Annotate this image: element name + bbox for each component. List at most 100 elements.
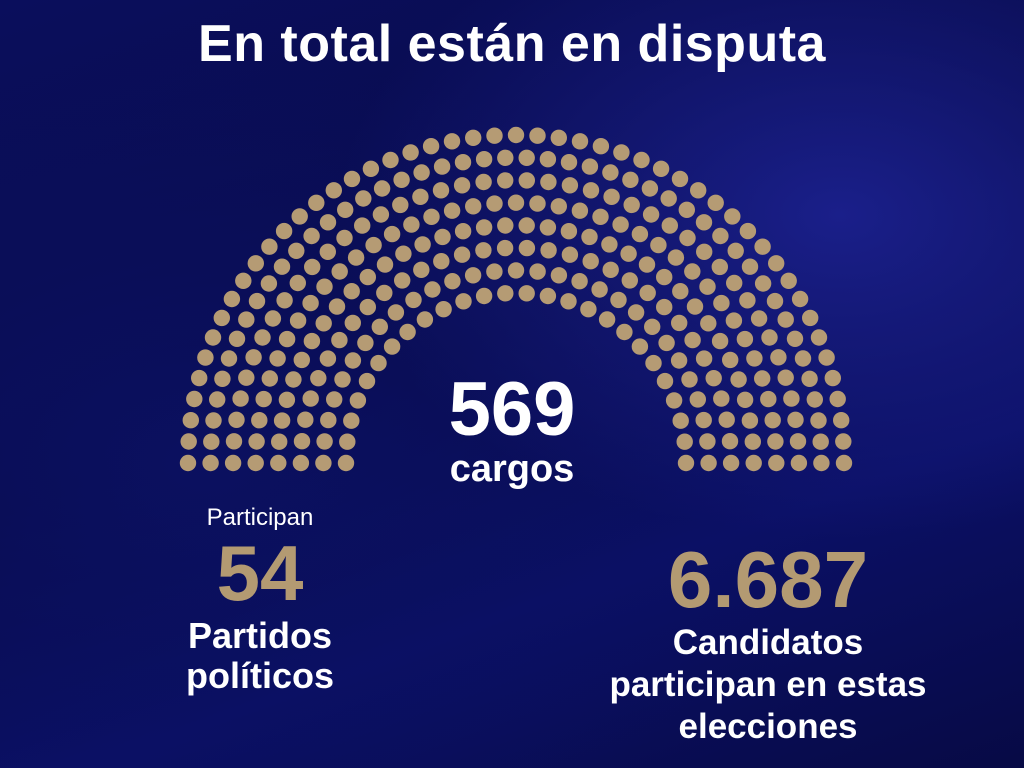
seat-dot	[355, 190, 372, 207]
seat-dot	[726, 274, 743, 292]
seat-dot	[787, 411, 804, 428]
seat-dot	[529, 195, 546, 212]
seat-dot	[700, 454, 717, 472]
seat-dot	[423, 208, 440, 225]
seat-dot	[627, 304, 645, 321]
seat-dot	[529, 127, 546, 144]
seat-dot	[182, 412, 199, 429]
seat-dot	[475, 151, 493, 168]
seat-dot	[202, 454, 219, 472]
seat-dot	[387, 304, 405, 321]
seat-dot	[395, 245, 412, 262]
seat-dot	[269, 350, 286, 367]
seat-dot	[316, 433, 333, 450]
seat-dot	[835, 433, 852, 450]
seat-dot	[373, 180, 391, 197]
seat-dot	[497, 172, 514, 189]
seat-dot	[304, 258, 321, 276]
seat-dot	[180, 433, 197, 450]
seat-dot	[334, 371, 351, 388]
seat-dot	[672, 412, 689, 429]
seat-dot	[278, 391, 296, 408]
seat-dot	[278, 330, 296, 348]
seat-dot	[496, 239, 514, 257]
seat-dot	[424, 281, 441, 298]
parties-label-line-2: políticos	[185, 655, 334, 697]
seat-dot	[833, 412, 850, 429]
seat-dot	[598, 311, 616, 328]
seat-dot	[550, 129, 567, 146]
seat-dot	[370, 354, 387, 372]
seat-dot	[376, 284, 393, 302]
seat-dot	[603, 188, 620, 205]
seat-dot	[677, 454, 695, 472]
seat-dot	[444, 273, 461, 290]
seat-dot	[228, 411, 245, 428]
seat-dot	[260, 275, 278, 292]
seat-dot	[405, 291, 422, 309]
seat-dot	[191, 369, 208, 387]
seat-dot	[777, 311, 794, 328]
seat-dot	[829, 390, 846, 408]
seat-dot	[289, 312, 307, 329]
seat-dot	[652, 160, 670, 177]
seat-dot	[255, 390, 272, 408]
seat-dot	[399, 323, 416, 341]
seat-dot	[288, 242, 305, 259]
seat-dot	[790, 454, 808, 472]
seat-dot	[660, 190, 677, 207]
seat-dot	[602, 164, 619, 181]
seat-dot	[248, 292, 266, 310]
seat-dot	[475, 219, 493, 236]
seat-dot	[707, 194, 724, 211]
seat-dot	[592, 208, 609, 225]
seat-dot	[679, 229, 696, 247]
seat-dot	[343, 412, 360, 429]
candidates-label-line-1: Candidatos	[672, 623, 864, 662]
seat-dot	[316, 278, 333, 295]
seat-dot	[232, 390, 249, 407]
seat-dot	[486, 263, 503, 280]
seat-dot	[580, 301, 597, 318]
seat-dot	[354, 217, 371, 234]
parties-count: 54	[216, 529, 304, 617]
seat-dot	[209, 391, 226, 408]
seat-dot	[746, 350, 763, 367]
seat-dot	[297, 411, 314, 428]
page-title: En total están en disputa	[198, 15, 826, 73]
seat-dot	[179, 454, 197, 472]
seat-dot	[601, 236, 618, 253]
seat-dot	[754, 238, 771, 255]
seat-dot	[247, 255, 264, 272]
seat-dot	[561, 246, 579, 263]
seat-dot	[671, 170, 689, 188]
seat-dot	[620, 245, 637, 262]
seat-dot	[376, 256, 394, 273]
seat-dot	[656, 298, 673, 316]
seat-dot	[344, 352, 362, 369]
seat-dot	[739, 222, 757, 240]
seat-dot	[289, 274, 306, 292]
parties-label-line-1: Partidos	[187, 615, 333, 656]
seat-dot	[315, 315, 332, 332]
total-seats-number: 569	[448, 367, 576, 452]
seat-dot	[518, 239, 536, 257]
seat-dot	[443, 133, 461, 150]
seat-dot	[661, 217, 678, 234]
seat-dot	[529, 263, 546, 280]
seat-dot	[475, 287, 493, 305]
seat-dot	[582, 253, 599, 270]
seat-dot	[571, 273, 588, 290]
seat-dot	[223, 290, 241, 308]
seat-dot	[326, 391, 343, 408]
seat-dot	[689, 391, 706, 408]
seat-dot	[319, 214, 337, 231]
seat-dot	[671, 314, 688, 332]
seat-dot	[497, 217, 514, 234]
seat-dot	[310, 370, 327, 387]
seat-dot	[724, 208, 741, 225]
seat-dot	[783, 390, 800, 407]
seat-dot	[292, 454, 310, 472]
seat-dot	[713, 390, 730, 407]
